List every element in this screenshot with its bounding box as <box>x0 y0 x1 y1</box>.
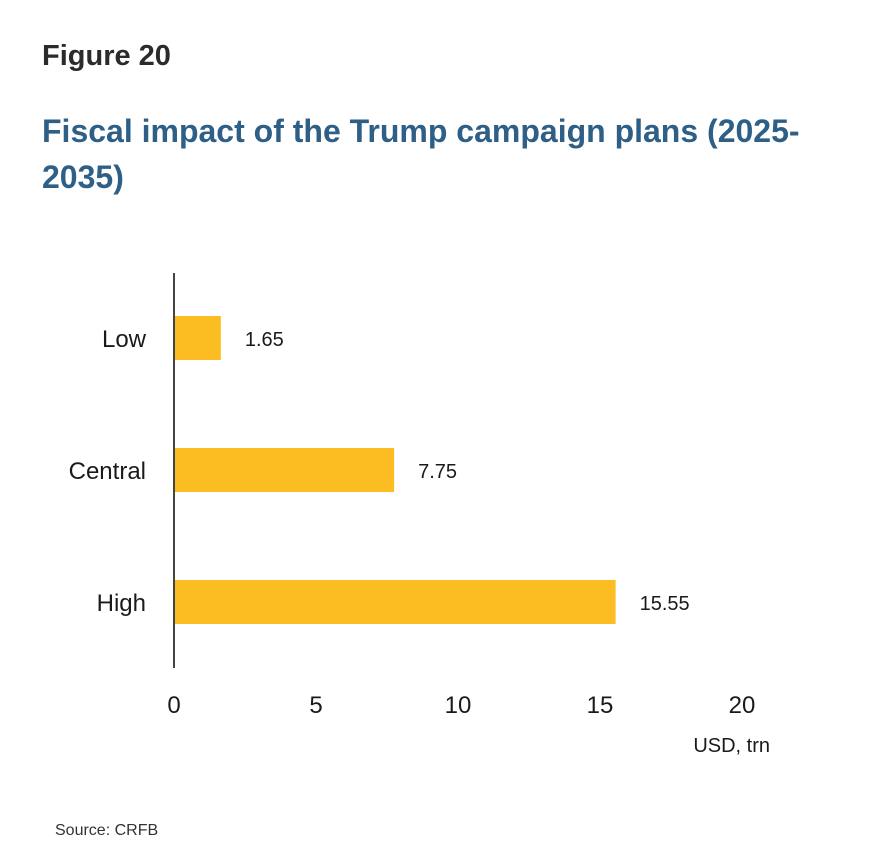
bar-central <box>174 448 395 492</box>
bar-high <box>174 580 616 624</box>
value-label-central: 7.75 <box>418 461 457 483</box>
bar-low <box>174 316 221 360</box>
labels-layer: Low 1.65 Central 7.75 High 15.55 0 5 10 15 20 <box>69 326 756 719</box>
x-tick-label: 0 <box>167 692 180 719</box>
x-axis-label: USD, trn <box>693 735 770 757</box>
category-label-central: Central <box>69 458 146 485</box>
x-tick-label: 10 <box>445 692 472 719</box>
chart-title: Fiscal impact of the Trump campaign plan… <box>42 113 800 195</box>
category-label-high: High <box>97 590 146 617</box>
bars-layer <box>174 316 616 624</box>
figure-label: Figure 20 <box>42 40 171 72</box>
x-tick-label: 20 <box>729 692 756 719</box>
category-label-low: Low <box>102 326 147 353</box>
x-tick-label: 5 <box>309 692 322 719</box>
x-tick-label: 15 <box>587 692 614 719</box>
value-label-low: 1.65 <box>245 329 284 351</box>
source-note: Source: CRFB <box>55 822 159 839</box>
value-label-high: 15.55 <box>640 593 690 615</box>
